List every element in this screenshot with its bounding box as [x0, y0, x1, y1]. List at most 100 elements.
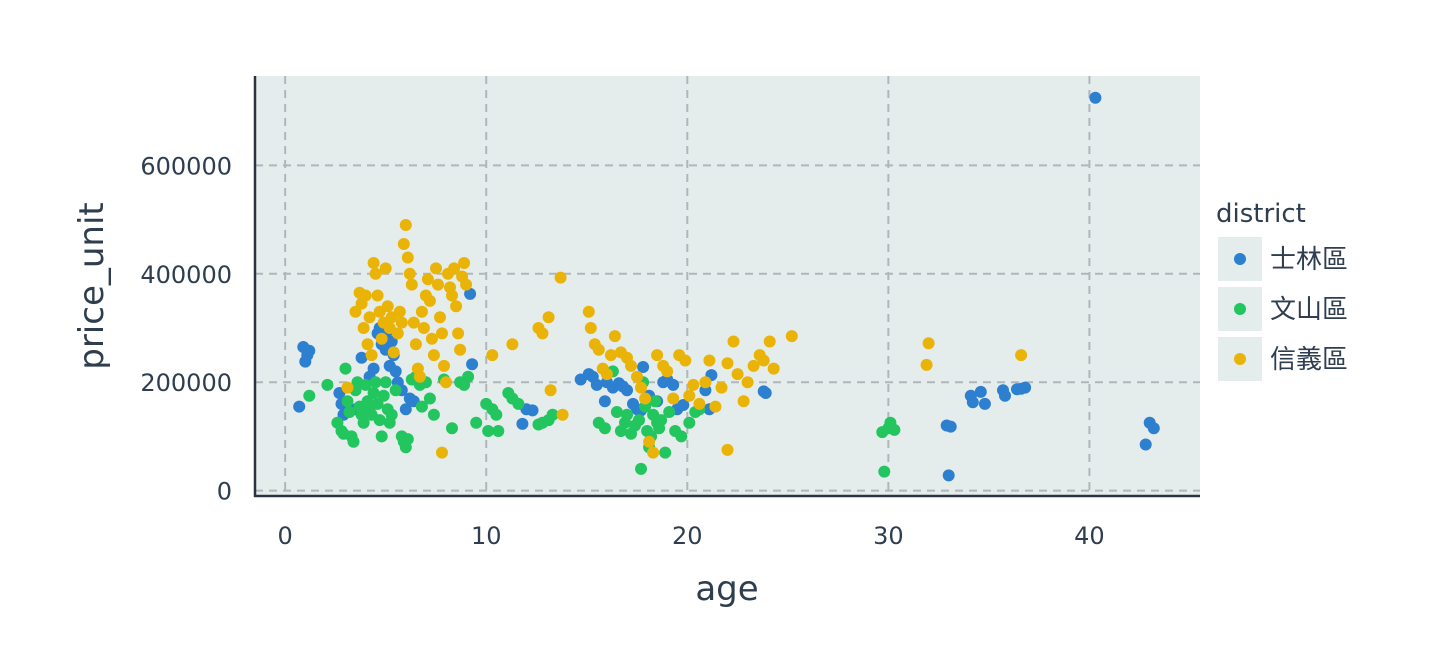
data-point	[452, 327, 465, 340]
data-point	[492, 425, 505, 437]
data-point	[432, 278, 444, 291]
data-point	[978, 397, 991, 410]
data-point	[637, 361, 650, 373]
data-point	[721, 443, 734, 456]
data-point	[403, 267, 416, 280]
data-point	[598, 395, 611, 408]
data-point	[757, 354, 770, 367]
data-point	[343, 406, 356, 418]
data-point	[341, 395, 354, 408]
data-point	[440, 376, 452, 389]
data-point	[303, 344, 316, 357]
data-point	[375, 430, 388, 443]
data-point	[427, 349, 440, 362]
data-point	[536, 327, 549, 340]
data-point	[635, 462, 647, 475]
data-point	[399, 403, 412, 416]
data-point	[470, 416, 483, 429]
data-point	[466, 358, 479, 371]
data-point	[1139, 438, 1152, 451]
data-point	[438, 359, 450, 372]
data-point	[592, 343, 605, 356]
data-point	[363, 311, 376, 324]
data-point	[339, 362, 352, 375]
data-point	[516, 417, 529, 430]
data-point	[303, 389, 316, 402]
data-point	[393, 305, 406, 318]
data-point	[715, 381, 728, 394]
data-point	[395, 316, 408, 329]
data-point	[425, 332, 438, 345]
legend-label: 文山區	[1270, 295, 1348, 325]
data-point	[490, 408, 503, 421]
data-point	[584, 322, 597, 334]
data-point	[544, 384, 557, 397]
data-point	[434, 311, 446, 324]
y-axis-title: price_unit	[72, 202, 112, 370]
data-point	[357, 416, 370, 429]
data-point	[1147, 422, 1160, 435]
data-point	[683, 416, 696, 429]
data-point	[1015, 349, 1028, 362]
legend-marker	[1234, 303, 1246, 315]
data-point	[423, 392, 436, 405]
x-tick-label: 30	[873, 522, 904, 550]
data-point	[556, 408, 569, 421]
data-point	[365, 349, 378, 362]
x-tick-label: 20	[672, 522, 703, 550]
data-point	[635, 381, 647, 394]
data-point	[506, 338, 519, 351]
data-point	[399, 219, 412, 231]
data-point	[367, 257, 380, 269]
data-point	[731, 368, 744, 381]
data-point	[415, 305, 428, 318]
data-point	[546, 408, 559, 421]
y-tick-labels: 0 200000 400000 600000	[140, 152, 232, 505]
data-point	[367, 387, 380, 399]
x-tick-label: 0	[278, 522, 293, 550]
data-point	[1019, 381, 1032, 394]
series-group	[293, 91, 1160, 482]
data-point	[454, 343, 467, 356]
data-point	[369, 267, 382, 280]
data-point	[436, 327, 448, 340]
y-tick-label: 0	[217, 478, 232, 506]
data-point	[355, 351, 368, 364]
data-points	[293, 91, 1160, 482]
data-point	[482, 425, 495, 437]
data-point	[427, 408, 440, 421]
data-point	[621, 384, 633, 397]
data-point	[942, 469, 955, 482]
legend-label: 士林區	[1270, 245, 1348, 275]
data-point	[659, 446, 672, 459]
data-point	[448, 262, 461, 275]
data-point	[446, 289, 458, 302]
legend-label: 信義區	[1270, 345, 1348, 375]
data-point	[649, 395, 662, 408]
data-point	[727, 335, 740, 348]
data-point	[651, 349, 664, 362]
data-point	[721, 357, 734, 370]
data-point	[888, 423, 901, 436]
data-point	[999, 389, 1011, 402]
data-point	[421, 273, 434, 286]
data-point	[621, 408, 633, 421]
data-point	[759, 387, 772, 399]
data-point	[737, 395, 750, 408]
data-point	[679, 354, 692, 367]
data-point	[675, 430, 688, 443]
x-axis-title: age	[695, 569, 758, 609]
data-point	[693, 397, 706, 410]
data-point	[359, 289, 372, 302]
data-point	[633, 414, 645, 427]
data-point	[417, 322, 430, 334]
data-point	[944, 420, 957, 433]
data-point	[367, 362, 380, 375]
data-point	[1089, 91, 1102, 104]
data-point	[462, 370, 475, 383]
data-point	[446, 422, 458, 435]
data-point	[661, 365, 674, 378]
data-point	[389, 365, 402, 378]
data-point	[387, 346, 400, 359]
